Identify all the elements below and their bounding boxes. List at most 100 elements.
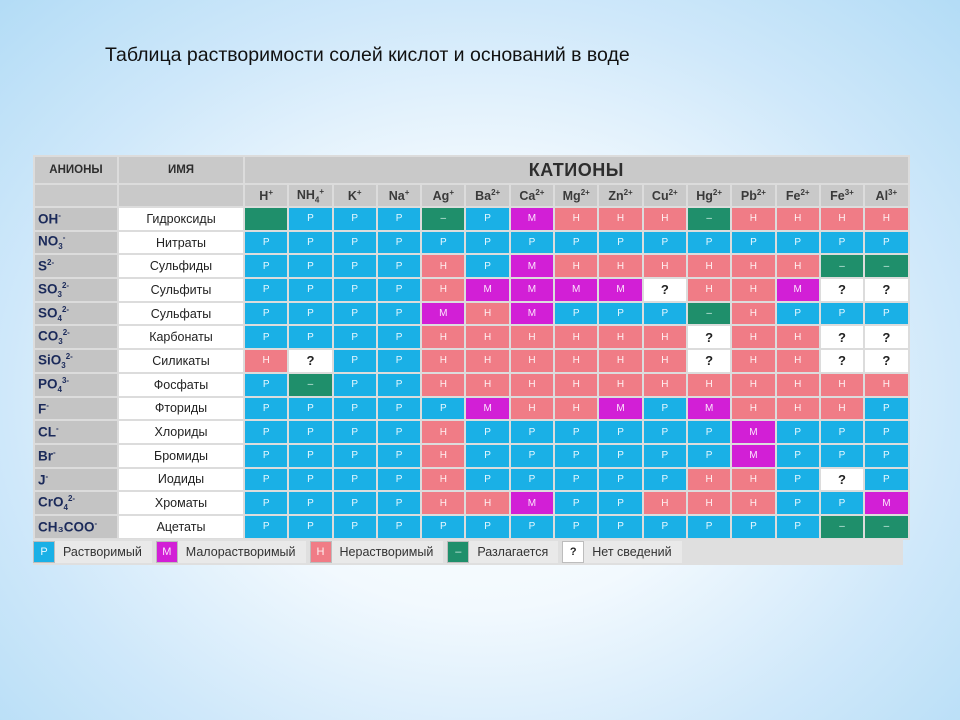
solubility-cell: М — [508, 490, 556, 516]
cation-header: Ba2+ — [464, 183, 511, 208]
anion-name-cell: Ацетаты — [117, 513, 245, 540]
solubility-cell — [242, 206, 290, 232]
solubility-cell: М — [464, 277, 511, 303]
solubility-cell: Р — [375, 277, 423, 303]
solubility-cell: Н — [730, 277, 777, 303]
anion-cell: NO3- — [33, 229, 119, 256]
legend-item: М Малорастворимый — [155, 541, 306, 563]
rows.12.anion-subscript: 4 — [63, 503, 68, 513]
solubility-cell: Р — [375, 419, 423, 445]
solubility-cell: Р — [242, 466, 290, 493]
solubility-cell: Н — [730, 348, 777, 374]
rows.11.anion-charge: - — [45, 471, 49, 481]
cations.12-base: Fe — [785, 189, 801, 204]
solubility-cell: Р — [242, 442, 290, 469]
solubility-cell: Р — [553, 466, 600, 493]
solubility-cell: Р — [774, 300, 821, 327]
solubility-cell: Р — [331, 206, 378, 232]
solubility-cell: Р — [508, 229, 556, 256]
anion-name-cell: Гидроксиды — [117, 206, 245, 232]
legend: Р Растворимый М Малорастворимый Н Нерастворим… — [33, 539, 903, 565]
solubility-cell: Н — [685, 253, 733, 280]
solubility-cell: Р — [464, 253, 511, 280]
solubility-cell: Р — [774, 466, 821, 493]
solubility-cell: ? — [818, 466, 866, 493]
table-row: F- Фториды Р Р Р Р Р М Н Н М Р М Н Н Н Р — [33, 395, 910, 422]
cations.12-charge: 2+ — [800, 187, 810, 197]
anion-name-cell: Сульфаты — [117, 300, 245, 327]
rows.2.anion-charge: 2- — [47, 258, 55, 268]
rows.8.anion-charge: - — [46, 400, 49, 410]
solubility-cell: М — [464, 395, 511, 422]
solubility-cell: Н — [420, 277, 467, 303]
table-row: S2- Сульфиды Р Р Р Р Н Р М Н Н Н Н Н Н – – — [33, 253, 910, 280]
cation-header: Na+ — [375, 183, 423, 208]
solubility-cell: Р — [464, 206, 511, 232]
solubility-cell: Р — [597, 419, 644, 445]
anion-name-cell: Фосфаты — [117, 371, 245, 398]
solubility-cell: Р — [242, 324, 290, 351]
solubility-cell: Н — [553, 395, 600, 422]
cations-group-header: КАТИОНЫ — [243, 155, 910, 185]
solubility-cell: Н — [818, 395, 866, 422]
anion-name-cell: Хроматы — [117, 490, 245, 516]
cations-row: H+ NH4+ K+ Na+ Ag+ Ba2+ Ca2+ Mg2+ Zn2+ Cu2+ Hg2+ Pb… — [33, 183, 910, 208]
legend-swatch: М — [155, 541, 178, 563]
anion-cell: CO32- — [33, 324, 119, 351]
solubility-cell: Р — [464, 419, 511, 445]
solubility-cell: Р — [287, 442, 334, 469]
cations.7-base: Mg — [562, 189, 581, 204]
solubility-cell: Р — [287, 324, 334, 351]
solubility-cell: Р — [287, 513, 334, 540]
solubility-cell: Н — [420, 253, 467, 280]
cations.14-charge: 3+ — [888, 187, 898, 197]
solubility-cell: Н — [508, 395, 556, 422]
solubility-cell: Р — [375, 253, 423, 280]
solubility-cell: Н — [242, 348, 290, 374]
anion-name-cell: Сульфиты — [117, 277, 245, 303]
anion-cell: PO43- — [33, 371, 119, 398]
cations.5-base: Ba — [475, 189, 492, 204]
cation-header: NH4+ — [287, 183, 334, 208]
solubility-cell: Р — [863, 419, 910, 445]
solubility-cell: Н — [420, 466, 467, 493]
cations.3-base: Na — [388, 189, 405, 204]
solubility-cell: Н — [641, 206, 688, 232]
cations.4-base: Ag — [432, 189, 450, 204]
solubility-cell: Н — [730, 206, 777, 232]
solubility-cell: Р — [331, 371, 378, 398]
solubility-cell: Р — [508, 513, 556, 540]
anion-cell: SO42- — [33, 300, 119, 327]
cations.2-base: K — [347, 189, 357, 204]
cations.5-charge: 2+ — [491, 187, 501, 197]
solubility-cell: Н — [553, 253, 600, 280]
solubility-cell: Р — [730, 513, 777, 540]
solubility-cell: Н — [420, 490, 467, 516]
cations.13-base: Fe — [830, 189, 845, 204]
rows.2.anion-base: S — [38, 258, 48, 274]
solubility-cell: Р — [641, 466, 688, 493]
solubility-cell: Р — [818, 442, 866, 469]
solubility-cell: Р — [287, 253, 334, 280]
solubility-cell: Р — [774, 419, 821, 445]
solubility-cell: Р — [242, 490, 290, 516]
cations.4-charge: + — [449, 187, 454, 197]
solubility-cell: Р — [375, 442, 423, 469]
solubility-cell: Р — [818, 300, 866, 327]
solubility-cell: Н — [464, 300, 511, 327]
solubility-cell: Р — [331, 466, 378, 493]
solubility-cell: Н — [818, 206, 866, 232]
solubility-cell: Р — [242, 513, 290, 540]
solubility-cell: Н — [730, 490, 777, 516]
rows.10.anion-charge: - — [53, 447, 56, 457]
solubility-cell: Р — [553, 300, 600, 327]
solubility-cell: М — [730, 442, 777, 469]
solubility-cell: Р — [685, 229, 733, 256]
solubility-cell: Н — [641, 371, 688, 398]
solubility-cell: Н — [420, 324, 467, 351]
solubility-cell: Р — [287, 395, 334, 422]
solubility-cell: Р — [597, 442, 644, 469]
solubility-cell: Н — [597, 206, 644, 232]
cations.9-charge: 2+ — [668, 187, 678, 197]
solubility-cell: Р — [287, 277, 334, 303]
